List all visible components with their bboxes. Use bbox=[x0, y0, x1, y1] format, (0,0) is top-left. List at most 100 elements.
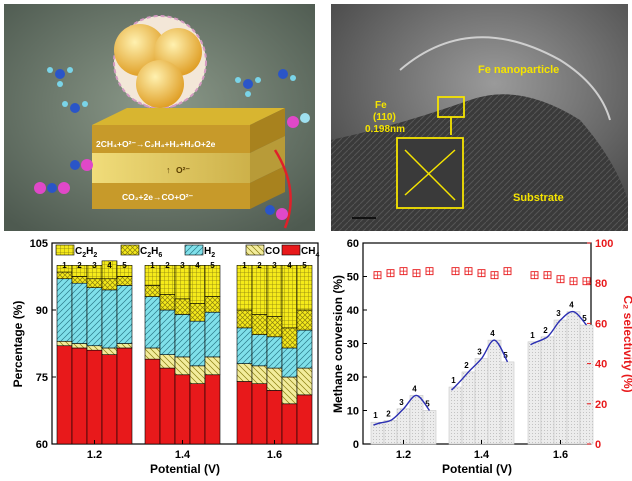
selectivity-marker-cross bbox=[400, 267, 407, 275]
x-tick-label: 1.4 bbox=[175, 449, 191, 461]
bar-number-label: 1 bbox=[530, 331, 535, 340]
bar-number-label: 3 bbox=[399, 398, 404, 407]
legend-label-co: CO bbox=[265, 246, 280, 257]
bar-segment-c2h2 bbox=[174, 265, 191, 300]
bar-segment-c2h6 bbox=[204, 296, 221, 313]
bar-number-label: 2 bbox=[77, 261, 82, 270]
bar-segment-h2 bbox=[266, 336, 283, 369]
selectivity-marker-cross bbox=[544, 271, 551, 279]
bar-segment-ch4 bbox=[71, 347, 88, 445]
fit-curve bbox=[530, 310, 588, 346]
bar-segment-h2 bbox=[281, 347, 298, 378]
bar-segment-co bbox=[56, 340, 73, 347]
bar-segment-h2 bbox=[251, 334, 268, 367]
bar-number-label: 3 bbox=[180, 261, 185, 270]
bar-segment-co bbox=[189, 365, 206, 385]
bar-number-label: 1 bbox=[451, 376, 456, 385]
bar-segment-c2h2 bbox=[266, 265, 283, 318]
y2-tick-label: 100 bbox=[595, 238, 613, 250]
bar-segment-c2h6 bbox=[236, 309, 253, 329]
bar-segment-h2 bbox=[174, 314, 191, 358]
conversion-bar bbox=[461, 371, 476, 445]
bar-segment-co bbox=[251, 365, 268, 385]
bar-segment-ch4 bbox=[56, 345, 73, 445]
bar-segment-co bbox=[204, 356, 221, 376]
fe-plane-label-line2: (110) bbox=[373, 112, 396, 123]
schematic-panel: 2CH₄+O²⁻→C₂H₄+H₂+H₂O+2e O²⁻ ↑ CO₂+2e→CO+… bbox=[4, 4, 315, 231]
bar-segment-co bbox=[71, 343, 88, 349]
y-tick-label: 90 bbox=[36, 305, 48, 317]
bar-segment-co bbox=[144, 347, 161, 360]
anode-reaction-equation: 2CH₄+O²⁻→C₂H₄+H₂+H₂O+2e bbox=[96, 139, 216, 149]
bar-number-label: 2 bbox=[464, 361, 469, 370]
y-axis-label-selectivity: C₂ selectivity (%) bbox=[621, 295, 632, 392]
y2-tick-label: 20 bbox=[595, 399, 607, 411]
y-tick-label: 10 bbox=[347, 406, 359, 418]
bar-number-label: 4 bbox=[287, 261, 292, 270]
bar-segment-h2 bbox=[159, 309, 176, 355]
bar-segment-ch4 bbox=[266, 390, 283, 445]
selectivity-marker-cross bbox=[491, 271, 498, 279]
conversion-bar bbox=[383, 420, 398, 445]
conversion-bar bbox=[500, 361, 515, 445]
bar-segment-c2h2 bbox=[281, 265, 298, 329]
bar-segment-ch4 bbox=[204, 374, 221, 445]
bar-number-label: 5 bbox=[302, 261, 307, 270]
fe-plane-label-line3: 0.198nm bbox=[365, 124, 405, 135]
cathode-reaction-equation: CO₂+2e→CO+O²⁻ bbox=[122, 192, 194, 202]
conversion-bar bbox=[553, 319, 568, 445]
lattice-arrows-icon bbox=[404, 149, 456, 201]
selectivity-marker-cross bbox=[557, 275, 564, 283]
y-tick-label: 105 bbox=[30, 238, 48, 250]
bar-segment-c2h2 bbox=[204, 265, 221, 297]
fit-curve bbox=[451, 339, 509, 391]
bar-segment-ch4 bbox=[86, 349, 103, 445]
bar-segment-c2h2 bbox=[296, 265, 313, 311]
up-arrow-icon: ↑ bbox=[166, 165, 171, 175]
bar-segment-c2h2 bbox=[116, 265, 133, 277]
selectivity-marker-cross bbox=[452, 267, 459, 275]
bar-segment-ch4 bbox=[281, 403, 298, 445]
gas-molecules-illustration bbox=[34, 67, 310, 220]
legend-swatch-co bbox=[245, 244, 265, 256]
legend-label-c2h6: C2H6 bbox=[140, 246, 162, 259]
y-axis-label-left: Percentage (%) bbox=[11, 301, 25, 388]
tem-image-panel: Fe nanoparticle Fe (110) 0.198nm Substra… bbox=[331, 4, 628, 231]
selectivity-marker-cross bbox=[426, 267, 433, 275]
bar-number-label: 2 bbox=[257, 261, 262, 270]
bar-number-label: 5 bbox=[122, 261, 127, 270]
selectivity-marker-cross bbox=[387, 269, 394, 277]
bar-number-label: 1 bbox=[62, 261, 67, 270]
bar-number-label: 4 bbox=[412, 384, 417, 393]
x-axis-label-left: Potential (V) bbox=[150, 462, 220, 476]
selectivity-marker-cross bbox=[478, 269, 485, 277]
particle-edge-line bbox=[399, 36, 611, 121]
bar-segment-co bbox=[281, 376, 298, 405]
bar-segment-c2h6 bbox=[56, 271, 73, 280]
bar-segment-ch4 bbox=[116, 347, 133, 445]
bar-segment-c2h6 bbox=[296, 309, 313, 331]
bar-number-label: 1 bbox=[242, 261, 247, 270]
bar-segment-h2 bbox=[71, 282, 88, 344]
product-distribution-chart: 1 2 3 4 5 1 2 3 4 5 1 2 3 4 5 C2H2 C2H6 H2 CO CH4 60 75 90 10… bbox=[11, 238, 319, 476]
x-tick-label: 1.6 bbox=[553, 449, 568, 461]
bar-segment-c2h6 bbox=[281, 327, 298, 349]
bar-segment-co bbox=[101, 347, 118, 355]
bar-segment-c2h6 bbox=[159, 294, 176, 311]
fit-curve bbox=[373, 394, 431, 426]
bar-segment-c2h6 bbox=[174, 298, 191, 315]
bar-number-label: 4 bbox=[195, 261, 200, 270]
bar-segment-co bbox=[86, 345, 103, 351]
x-tick-label: 1.2 bbox=[87, 449, 102, 461]
selectivity-marker-cross bbox=[570, 277, 577, 285]
legend-label-ch4: CH4 bbox=[301, 246, 319, 259]
bar-number-label: 3 bbox=[477, 348, 482, 357]
y-tick-label: 30 bbox=[347, 339, 359, 351]
bar-segment-c2h6 bbox=[101, 278, 118, 291]
bar-number-label: 5 bbox=[582, 314, 587, 323]
bar-segment-c2h6 bbox=[71, 276, 88, 284]
oxygen-ion-label: O²⁻ bbox=[176, 165, 190, 175]
selectivity-marker-cross bbox=[413, 269, 420, 277]
